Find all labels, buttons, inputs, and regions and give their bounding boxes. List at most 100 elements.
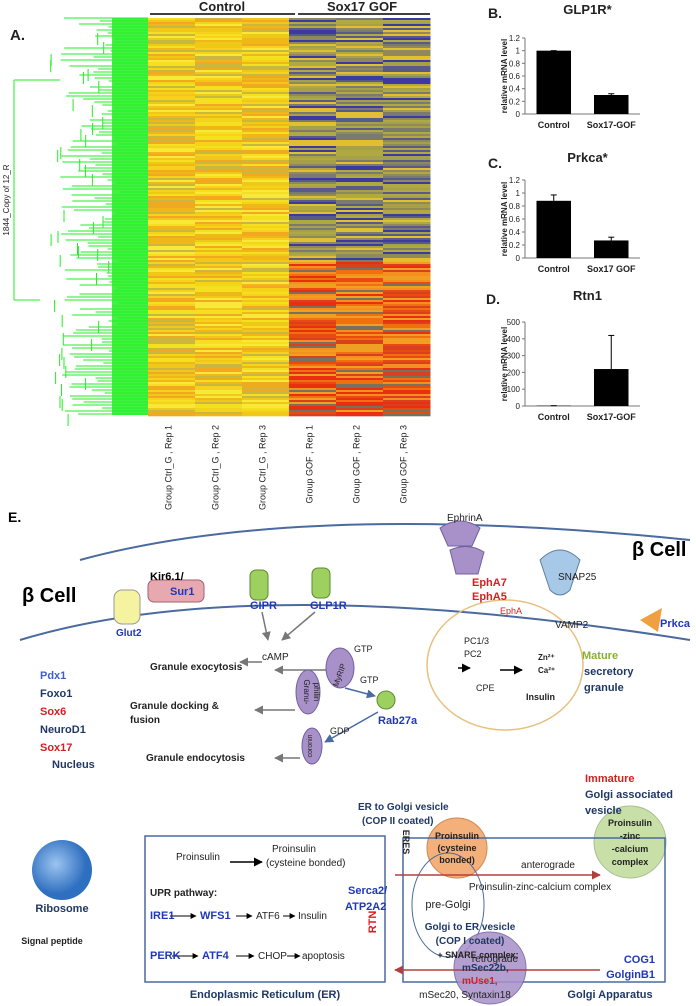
heat-cell bbox=[383, 380, 431, 383]
heat-cell bbox=[289, 260, 337, 263]
arrow bbox=[261, 611, 271, 641]
heat-cell bbox=[336, 236, 384, 239]
panel-label: C. bbox=[488, 155, 502, 171]
heat-cell bbox=[383, 218, 431, 221]
heat-cell bbox=[383, 160, 431, 163]
heat-cell bbox=[289, 366, 337, 369]
heat-cell bbox=[289, 122, 337, 125]
heat-cell bbox=[148, 340, 196, 343]
heat-cell bbox=[242, 376, 290, 379]
heat-cell bbox=[242, 364, 290, 367]
heat-cell bbox=[336, 144, 384, 147]
diagram-label: bonded) bbox=[439, 855, 475, 865]
heat-cell bbox=[195, 296, 243, 299]
heat-cell bbox=[242, 92, 290, 95]
heat-cell bbox=[383, 134, 431, 137]
heat-cell bbox=[148, 378, 196, 381]
diagram-label: Golgi to ER vesicle bbox=[425, 922, 516, 933]
heat-cell bbox=[383, 350, 431, 353]
heat-cell bbox=[336, 296, 384, 299]
heat-cell bbox=[242, 52, 290, 55]
dendrogram bbox=[13, 17, 148, 426]
heat-cell bbox=[336, 242, 384, 245]
heat-cell bbox=[148, 204, 196, 207]
heat-cell bbox=[148, 20, 196, 23]
heat-cell bbox=[383, 196, 431, 199]
heat-cell bbox=[195, 272, 243, 275]
heat-cell bbox=[289, 138, 337, 141]
heat-cell bbox=[195, 114, 243, 117]
heat-cell bbox=[148, 30, 196, 33]
heat-cell bbox=[148, 354, 196, 357]
heat-cell bbox=[148, 236, 196, 239]
heat-cell bbox=[148, 228, 196, 231]
heat-cell bbox=[336, 334, 384, 337]
heat-cell bbox=[336, 100, 384, 103]
diagram-label: Proinsulin-zinc-calcium complex bbox=[469, 882, 611, 893]
heat-cell bbox=[289, 196, 337, 199]
heat-cell bbox=[242, 258, 290, 261]
heat-cell bbox=[336, 166, 384, 169]
heat-cell bbox=[148, 178, 196, 181]
heat-cell bbox=[289, 174, 337, 177]
heat-cell bbox=[195, 96, 243, 99]
heat-cell bbox=[383, 38, 431, 41]
heat-cell bbox=[336, 282, 384, 285]
heat-cell bbox=[195, 216, 243, 219]
heat-cell bbox=[195, 44, 243, 47]
heat-cell bbox=[242, 312, 290, 315]
heat-cell bbox=[336, 28, 384, 31]
heat-cell bbox=[148, 214, 196, 217]
heat-cell bbox=[383, 54, 431, 57]
heat-cell bbox=[383, 296, 431, 299]
heat-cell bbox=[148, 130, 196, 133]
heat-cell bbox=[242, 132, 290, 135]
dendrogram-label: 1844_Copy of 12_R bbox=[2, 164, 11, 235]
heat-cell bbox=[383, 46, 431, 49]
diagram-label: Insulin bbox=[298, 911, 327, 922]
heat-cell bbox=[148, 94, 196, 97]
heat-cell bbox=[383, 304, 431, 307]
heat-cell bbox=[195, 166, 243, 169]
diagram-label: EphrinA bbox=[447, 513, 483, 524]
heat-cell bbox=[148, 80, 196, 83]
heat-cell bbox=[195, 270, 243, 273]
heat-cell bbox=[195, 400, 243, 403]
heat-cell bbox=[383, 52, 431, 55]
heat-cell bbox=[383, 388, 431, 391]
heat-cell bbox=[242, 408, 290, 411]
diagram-label: ATF6 bbox=[256, 911, 280, 922]
heat-cell bbox=[336, 160, 384, 163]
heat-cell bbox=[195, 180, 243, 183]
heat-cell bbox=[383, 82, 431, 85]
heat-cell bbox=[289, 192, 337, 195]
x-tick-label: Sox17-GOF bbox=[587, 412, 637, 422]
heat-cell bbox=[148, 344, 196, 347]
heat-cell bbox=[289, 354, 337, 357]
heat-cell bbox=[148, 142, 196, 145]
heat-cell bbox=[195, 376, 243, 379]
heat-cell bbox=[383, 384, 431, 387]
chart-title: Rtn1 bbox=[573, 288, 602, 303]
heat-cell bbox=[148, 74, 196, 77]
heat-cell bbox=[336, 150, 384, 153]
heat-cell bbox=[289, 184, 337, 187]
diagram-label: ER to Golgi vesicle bbox=[358, 802, 449, 813]
heat-cell bbox=[336, 24, 384, 27]
heat-cell bbox=[383, 224, 431, 227]
heat-cell bbox=[195, 304, 243, 307]
heat-cell bbox=[289, 222, 337, 225]
heat-cell bbox=[383, 170, 431, 173]
heat-cell bbox=[148, 276, 196, 279]
heat-cell bbox=[289, 334, 337, 337]
diagram-shapes bbox=[19, 520, 691, 1005]
heat-cell bbox=[195, 106, 243, 109]
heat-cell bbox=[242, 386, 290, 389]
heat-cell bbox=[336, 186, 384, 189]
diagram-label: GTP bbox=[360, 675, 379, 685]
gipr bbox=[249, 569, 269, 601]
heat-cell bbox=[195, 314, 243, 317]
heat-cell bbox=[289, 330, 337, 333]
heat-cell bbox=[195, 320, 243, 323]
heat-cell bbox=[383, 242, 431, 245]
